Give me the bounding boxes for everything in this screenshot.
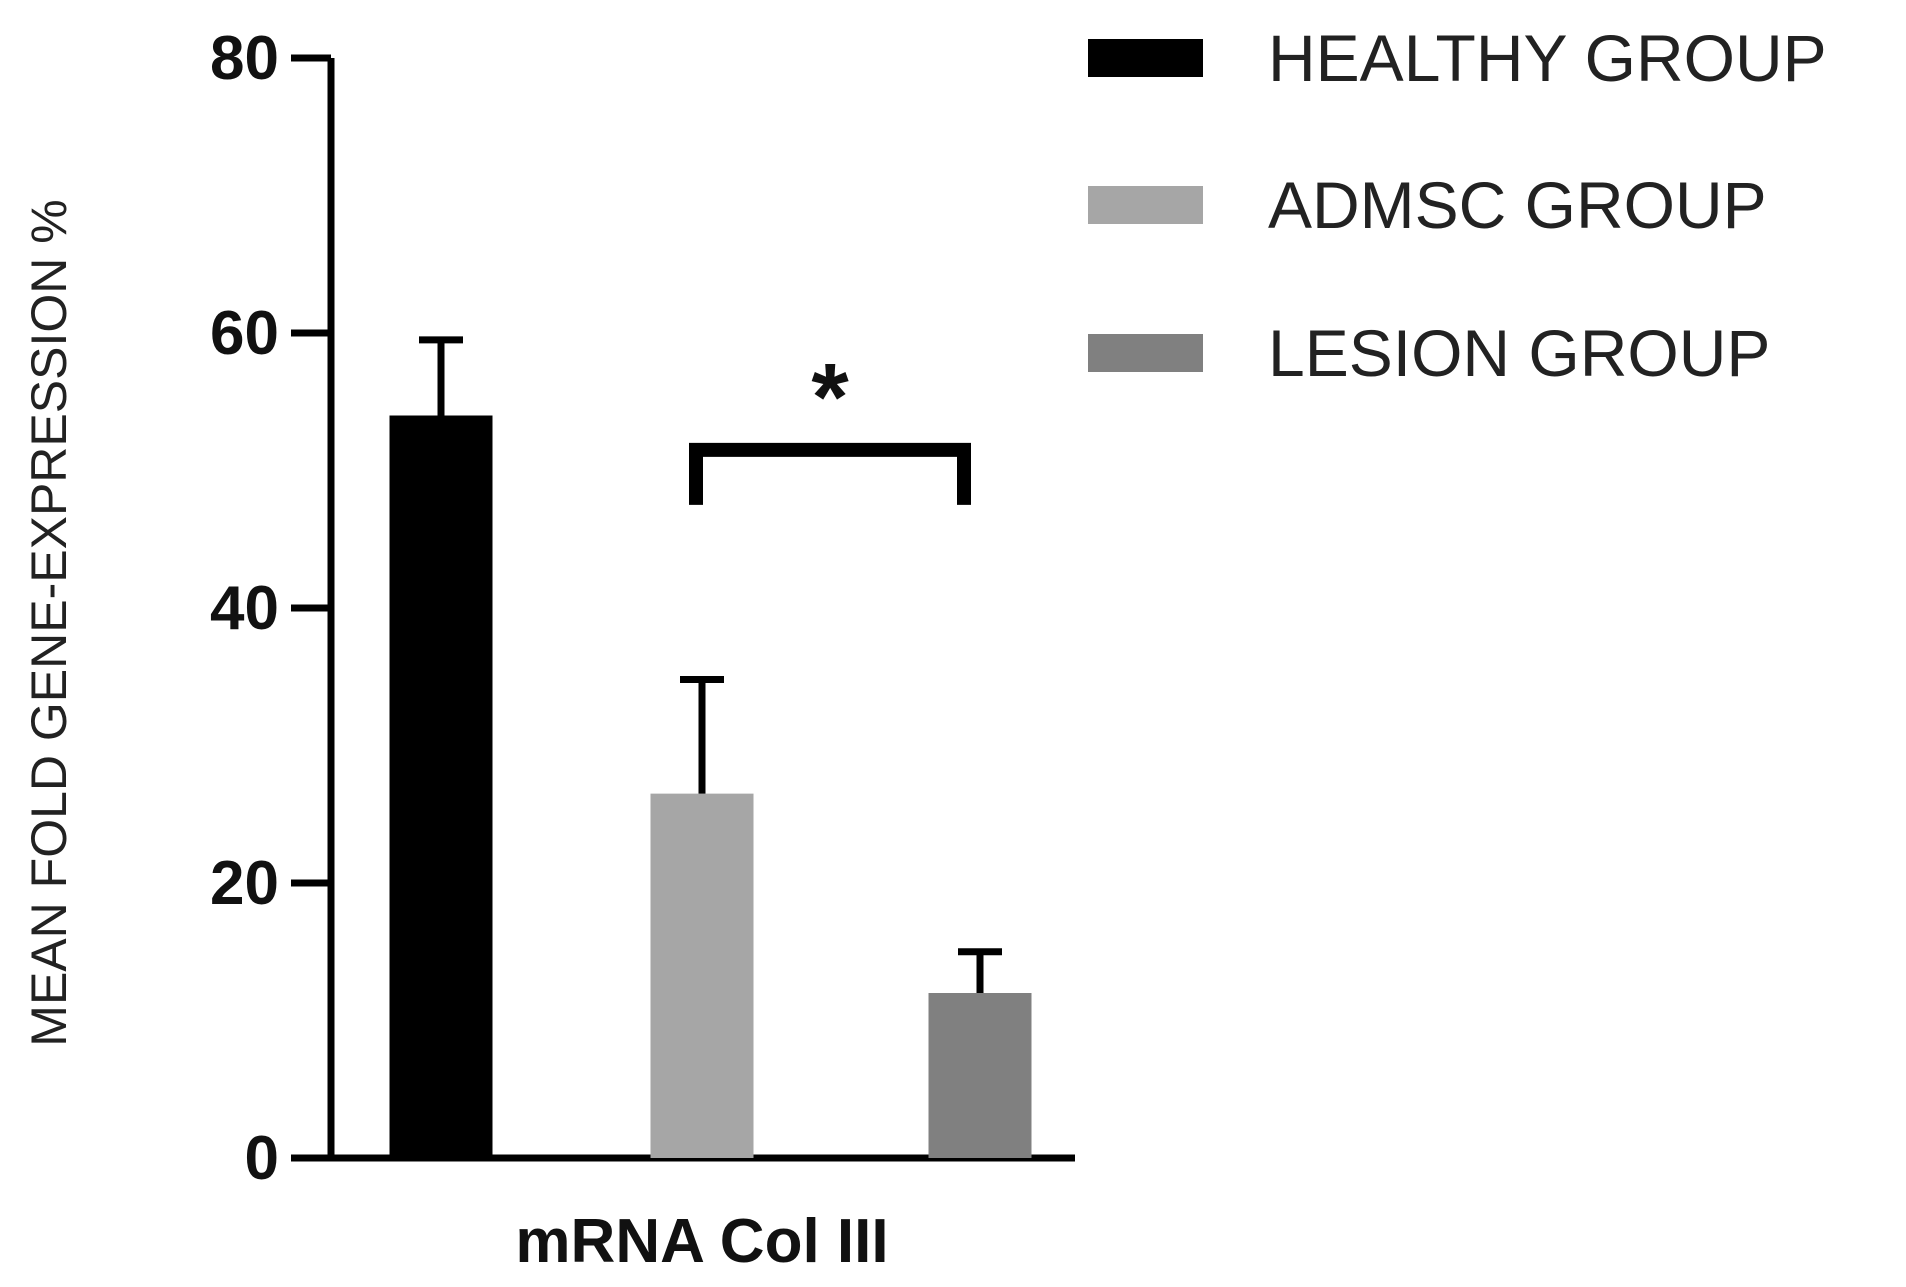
legend-label: LESION GROUP (1268, 316, 1770, 390)
axes: 0 20 40 60 80 MEAN FOLD GENE-EXPRESSION % mRNA… (21, 24, 1075, 1276)
legend-label: HEALTHY GROUP (1268, 21, 1827, 95)
y-tick-label: 0 (245, 1124, 279, 1193)
legend: HEALTHY GROUP ADMSC GROUP LESION GROUP (1088, 21, 1827, 390)
bar-lesion-group (928, 993, 1032, 1158)
bars (389, 415, 1032, 1158)
error-bars (419, 336, 1002, 993)
legend-swatch (1088, 186, 1203, 224)
x-category-label: mRNA Col III (515, 1207, 888, 1276)
y-tick-label: 20 (210, 849, 279, 918)
annotations: * (689, 344, 971, 505)
significance-bracket (689, 442, 971, 505)
y-tick-label: 60 (210, 299, 279, 368)
significance-marker: * (811, 344, 849, 451)
bar-admsc-group (650, 793, 754, 1158)
legend-swatch (1088, 39, 1203, 77)
legend-label: ADMSC GROUP (1268, 168, 1767, 242)
y-tick-label: 80 (210, 24, 279, 93)
y-tick-label: 40 (210, 574, 279, 643)
y-axis-title: MEAN FOLD GENE-EXPRESSION % (21, 199, 77, 1046)
bar-healthy-group (389, 415, 493, 1158)
legend-swatch (1088, 334, 1203, 372)
